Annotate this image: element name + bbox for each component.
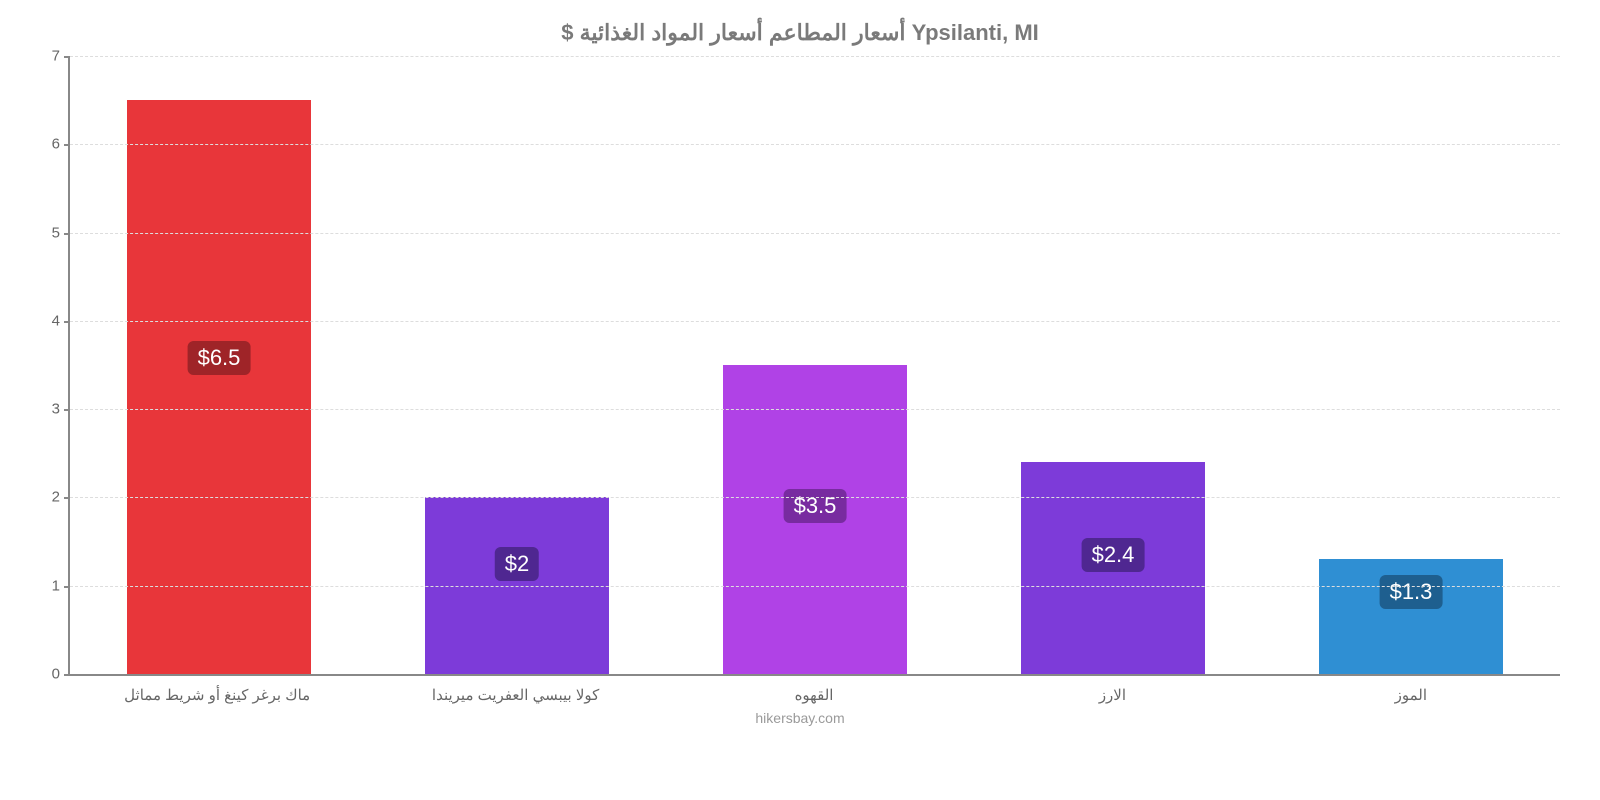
x-axis-label: كولا بيبسي العفريت ميريندا bbox=[366, 686, 664, 704]
bar-value-badge: $1.3 bbox=[1380, 575, 1443, 609]
y-axis-label: 5 bbox=[52, 224, 70, 241]
bar-slot: $2 bbox=[368, 56, 666, 674]
bar: $6.5 bbox=[127, 100, 312, 674]
x-axis-label: ماك برغر كينغ أو شريط مماثل bbox=[68, 686, 366, 704]
bar-slot: $1.3 bbox=[1262, 56, 1560, 674]
y-axis-label: 0 bbox=[52, 666, 70, 683]
bar-value-badge: $6.5 bbox=[188, 341, 251, 375]
price-chart: Ypsilanti, MI أسعار المطاعم أسعار المواد… bbox=[20, 20, 1580, 780]
y-axis-label: 7 bbox=[52, 48, 70, 65]
grid-line bbox=[70, 56, 1560, 57]
bar-value-badge: $2.4 bbox=[1082, 538, 1145, 572]
bar-slot: $6.5 bbox=[70, 56, 368, 674]
y-axis-label: 2 bbox=[52, 489, 70, 506]
plot-area: $6.5$2$3.5$2.4$1.3 01234567 bbox=[68, 56, 1560, 676]
y-axis-label: 6 bbox=[52, 136, 70, 153]
grid-line bbox=[70, 497, 1560, 498]
y-axis-label: 4 bbox=[52, 312, 70, 329]
chart-footer: hikersbay.com bbox=[20, 710, 1580, 726]
y-axis-label: 1 bbox=[52, 577, 70, 594]
bar-slot: $3.5 bbox=[666, 56, 964, 674]
x-axis-label: الموز bbox=[1262, 686, 1560, 704]
y-axis-label: 3 bbox=[52, 401, 70, 418]
grid-line bbox=[70, 586, 1560, 587]
grid-line bbox=[70, 233, 1560, 234]
bar: $2.4 bbox=[1021, 462, 1206, 674]
bar-value-badge: $2 bbox=[495, 547, 539, 581]
bar: $3.5 bbox=[723, 365, 908, 674]
grid-line bbox=[70, 144, 1560, 145]
x-axis-label: الارز bbox=[963, 686, 1261, 704]
grid-line bbox=[70, 409, 1560, 410]
bars-container: $6.5 $2 $3.5 $2.4 $1.3 bbox=[70, 56, 1560, 674]
grid-line bbox=[70, 321, 1560, 322]
x-axis-labels: ماك برغر كينغ أو شريط مماثلكولا بيبسي ال… bbox=[68, 686, 1560, 704]
bar-value-badge: $3.5 bbox=[784, 489, 847, 523]
bar-slot: $2.4 bbox=[964, 56, 1262, 674]
bar: $1.3 bbox=[1319, 559, 1504, 674]
x-axis-label: القهوه bbox=[665, 686, 963, 704]
chart-title: Ypsilanti, MI أسعار المطاعم أسعار المواد… bbox=[20, 20, 1580, 46]
